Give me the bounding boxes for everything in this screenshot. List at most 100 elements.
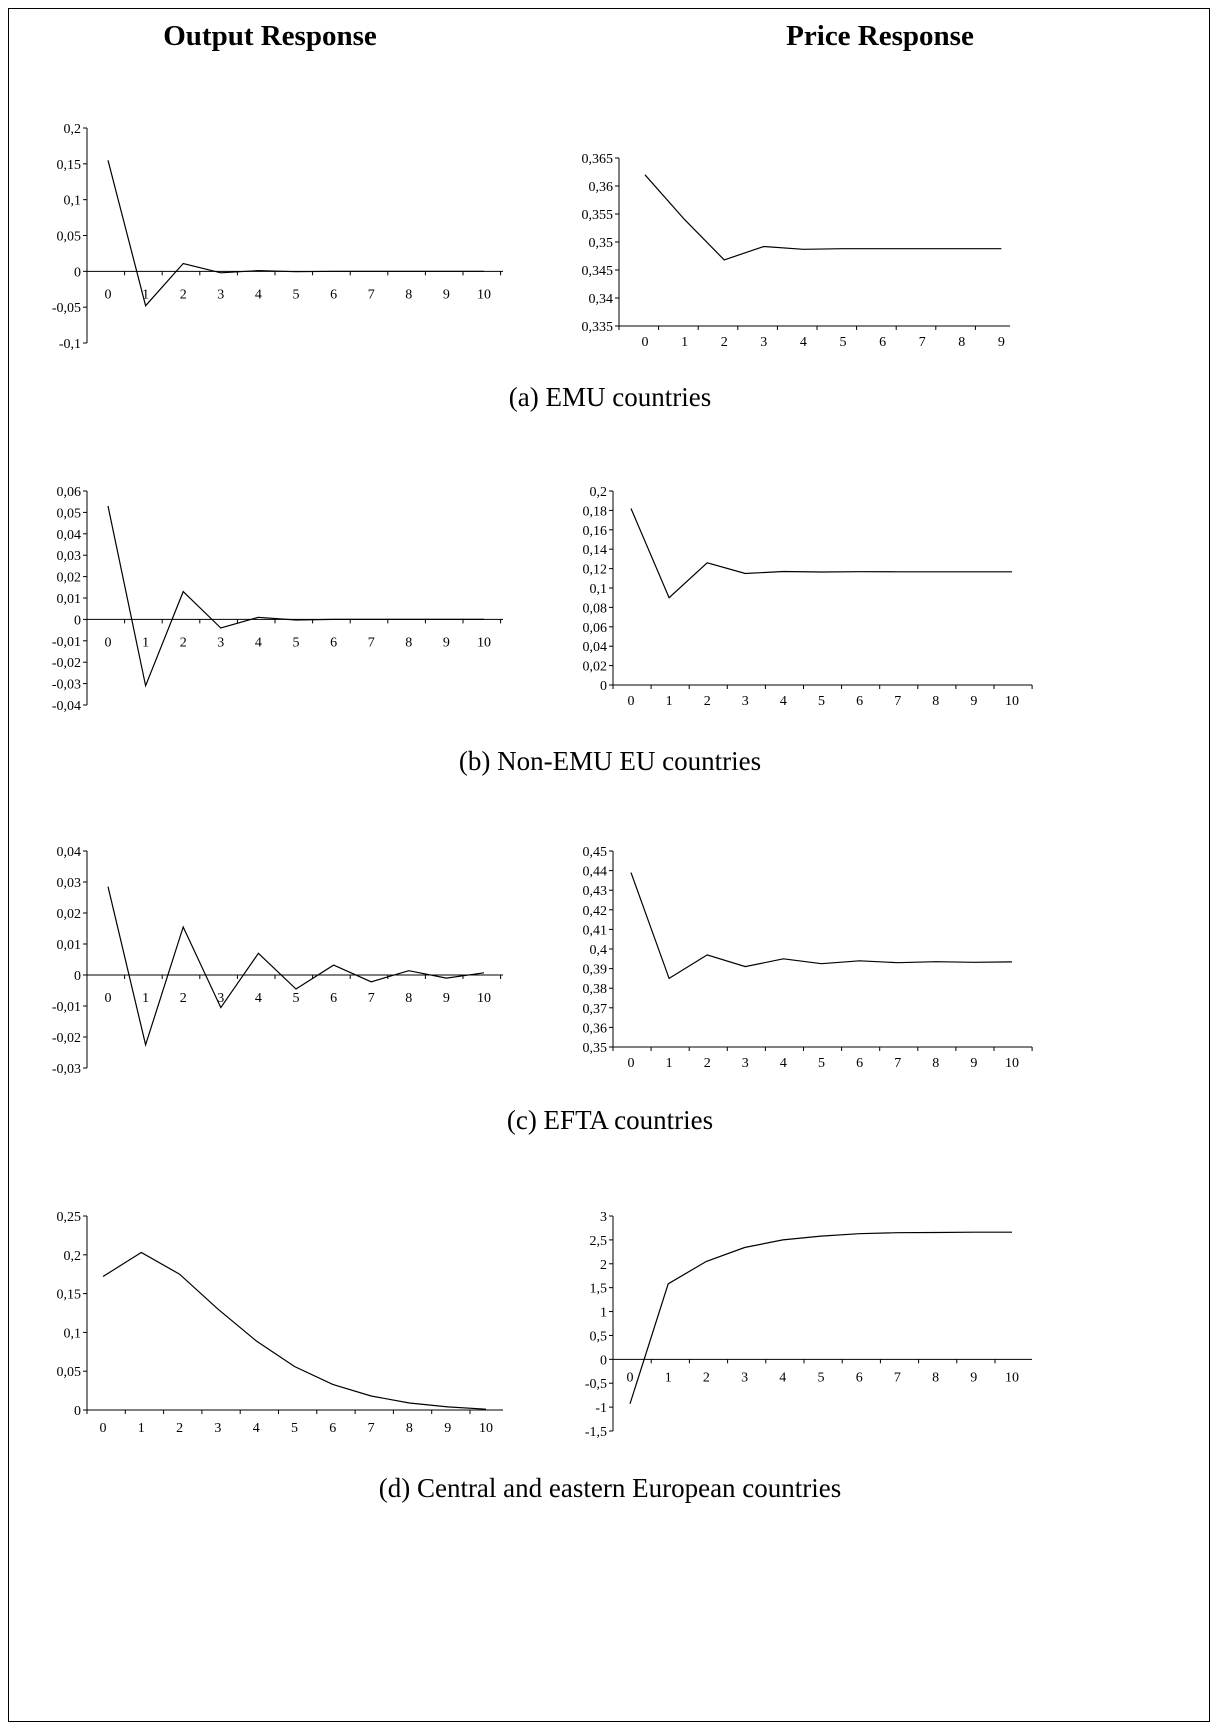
chart-7-y-tick-label: 1,5 [590, 1282, 608, 1297]
chart-0-x-tick-label: 4 [255, 287, 262, 302]
chart-1-x-tick-label: 7 [919, 335, 926, 350]
chart-2-x-tick-label: 9 [443, 635, 450, 650]
caption-non-emu: (b) Non-EMU EU countries [458, 746, 762, 776]
chart-5-x-tick-label: 4 [780, 1056, 787, 1071]
chart-2-y-tick-label: 0,01 [57, 592, 82, 607]
chart-2-x-tick-label: 2 [180, 635, 187, 650]
chart-0-x-tick-label: 8 [405, 287, 412, 302]
chart-6-y-tick-label: 0 [74, 1404, 81, 1419]
chart-2-y-tick-label: 0,03 [57, 549, 82, 564]
chart-0-y-tick-label: -0,05 [52, 301, 81, 316]
chart-3-y-tick-label: 0,18 [583, 504, 608, 519]
chart-1-series-line [644, 174, 1002, 261]
chart-3-y-tick-label: 0,02 [583, 660, 608, 675]
chart-5-y-tick-label: 0,39 [583, 963, 608, 978]
chart-6-x-tick-label: 2 [176, 1421, 183, 1436]
chart-7-x-tick-label: 7 [894, 1370, 901, 1385]
chart-1-x-tick-label: 1 [681, 335, 688, 350]
chart-0-y-tick-label: -0,1 [59, 337, 81, 352]
chart-2-x-tick-label: 10 [477, 635, 491, 650]
chart-7-y-tick-label: 1 [600, 1306, 607, 1321]
chart-1-y-tick-label: 0,345 [582, 264, 614, 279]
chart-3-y-tick-label: 0,1 [590, 582, 608, 597]
chart-6-x-tick-label: 3 [214, 1421, 221, 1436]
chart-6-x-tick-label: 7 [368, 1421, 375, 1436]
chart-7-x-tick-label: 8 [932, 1370, 939, 1385]
chart-1-y-tick-label: 0,355 [582, 208, 614, 223]
chart-2-x-tick-label: 6 [330, 635, 337, 650]
chart-5-x-tick-label: 6 [856, 1056, 863, 1071]
chart-7-y-tick-label: -1 [595, 1401, 607, 1416]
chart-0-y-tick-label: 0,1 [64, 194, 82, 209]
chart-2-x-tick-label: 1 [142, 635, 149, 650]
chart-5-y-tick-label: 0,37 [583, 1002, 608, 1017]
chart-2-y-tick-label: -0,02 [52, 656, 81, 671]
chart-7-x-tick-label: 0 [627, 1370, 634, 1385]
chart-3-y-tick-label: 0,12 [583, 563, 608, 578]
chart-0-x-tick-label: 9 [443, 287, 450, 302]
chart-5-y-tick-label: 0,45 [583, 845, 608, 860]
chart-5-y-tick-label: 0,4 [590, 943, 608, 958]
chart-4-x-tick-label: 4 [255, 991, 262, 1006]
chart-2-y-tick-label: 0,04 [57, 528, 82, 543]
chart-1-x-tick-label: 8 [958, 335, 965, 350]
chart-1-x-tick-label: 9 [998, 335, 1005, 350]
chart-5-x-tick-label: 7 [894, 1056, 901, 1071]
chart-3-x-tick-label: 3 [742, 694, 749, 709]
chart-1-x-tick-label: 4 [800, 335, 807, 350]
chart-3-x-tick-label: 6 [856, 694, 863, 709]
caption-efta: (c) EFTA countries [506, 1105, 714, 1135]
chart-4-x-tick-label: 3 [217, 991, 224, 1006]
chart-3-x-tick-label: 0 [628, 694, 635, 709]
chart-2-y-tick-label: 0 [74, 613, 81, 628]
chart-4-y-tick-label: 0,02 [57, 907, 82, 922]
chart-2-y-tick-label: 0,02 [57, 571, 82, 586]
chart-3-y-tick-label: 0 [600, 679, 607, 694]
chart-7-x-tick-label: 4 [779, 1370, 786, 1385]
chart-1-x-tick-label: 3 [760, 335, 767, 350]
chart-0-y-tick-label: 0,15 [57, 158, 82, 173]
chart-6-x-tick-label: 5 [291, 1421, 298, 1436]
chart-3-x-tick-label: 10 [1005, 694, 1019, 709]
chart-7-x-tick-label: 10 [1005, 1370, 1019, 1385]
chart-4-y-tick-label: 0,03 [57, 876, 82, 891]
chart-3-y-tick-label: 0,16 [583, 524, 608, 539]
chart-4-y-tick-label: 0,04 [57, 845, 82, 860]
chart-4-y-tick-label: -0,02 [52, 1031, 81, 1046]
chart-3-x-tick-label: 8 [932, 694, 939, 709]
chart-5-y-tick-label: 0,36 [583, 1021, 608, 1036]
chart-5-y-tick-label: 0,38 [583, 982, 608, 997]
chart-3-x-tick-label: 2 [704, 694, 711, 709]
chart-3-x-tick-label: 9 [970, 694, 977, 709]
chart-2-y-tick-label: -0,03 [52, 678, 81, 693]
chart-2-y-tick-label: 0,06 [57, 485, 82, 500]
chart-7-x-tick-label: 2 [703, 1370, 710, 1385]
chart-6-y-tick-label: 0,15 [57, 1288, 82, 1303]
chart-5-x-tick-label: 0 [628, 1056, 635, 1071]
chart-6-y-tick-label: 0,1 [64, 1326, 82, 1341]
chart-6-x-tick-label: 10 [479, 1421, 493, 1436]
chart-1-y-tick-label: 0,335 [582, 320, 614, 335]
chart-6-x-tick-label: 4 [253, 1421, 260, 1436]
chart-6-x-tick-label: 1 [138, 1421, 145, 1436]
chart-7-x-tick-label: 9 [970, 1370, 977, 1385]
chart-3-x-tick-label: 5 [818, 694, 825, 709]
chart-1-y-tick-label: 0,34 [589, 292, 614, 307]
chart-7-y-tick-label: -1,5 [585, 1425, 607, 1440]
chart-0-x-tick-label: 3 [217, 287, 224, 302]
chart-5-series-line [630, 872, 1013, 980]
chart-5-y-tick-label: 0,35 [583, 1041, 608, 1056]
chart-3-x-tick-label: 1 [666, 694, 673, 709]
chart-5-x-tick-label: 3 [742, 1056, 749, 1071]
chart-4-y-tick-label: 0,01 [57, 938, 82, 953]
chart-2-y-tick-label: 0,05 [57, 506, 82, 521]
chart-4-y-tick-label: -0,01 [52, 1000, 81, 1015]
chart-0-x-tick-label: 2 [180, 287, 187, 302]
chart-7-x-tick-label: 6 [856, 1370, 863, 1385]
chart-0-x-tick-label: 7 [368, 287, 375, 302]
chart-7-x-tick-label: 5 [818, 1370, 825, 1385]
chart-6-x-tick-label: 6 [329, 1421, 336, 1436]
chart-4-x-tick-label: 5 [293, 991, 300, 1006]
chart-1-y-tick-label: 0,365 [582, 152, 614, 167]
chart-7-y-tick-label: 0,5 [590, 1329, 608, 1344]
